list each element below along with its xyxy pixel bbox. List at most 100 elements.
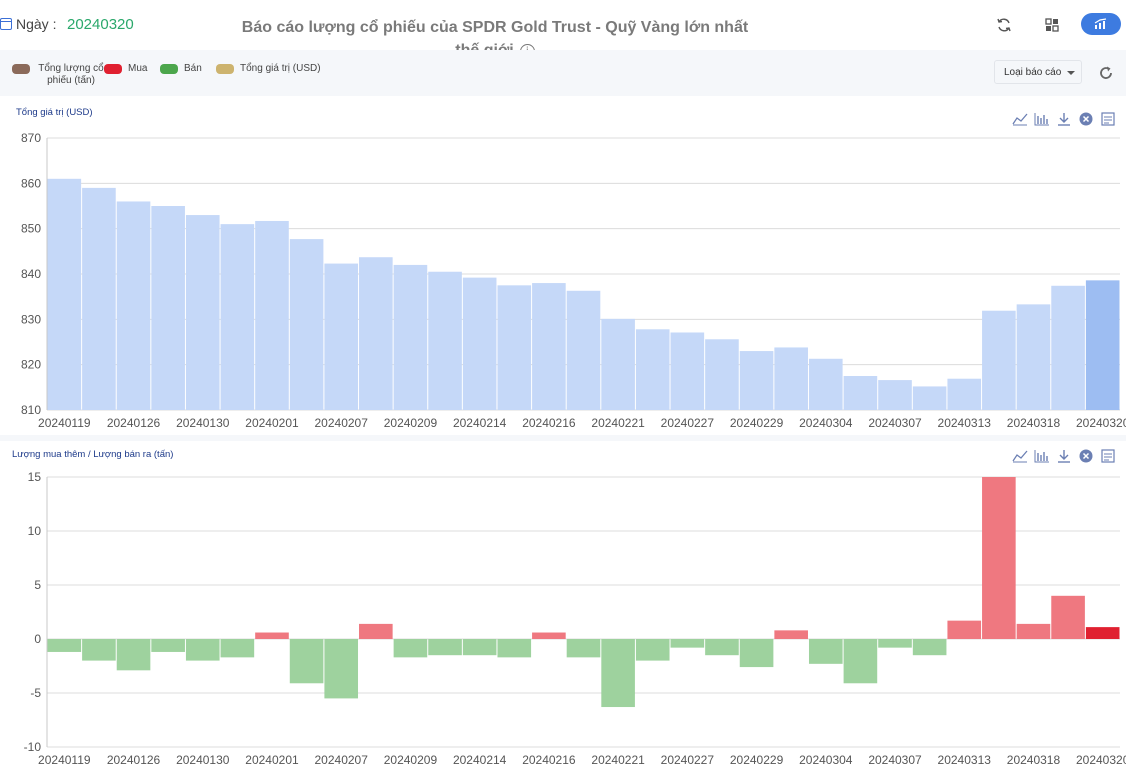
grid-icon[interactable]: [1041, 14, 1063, 36]
y-tick-label: 5: [34, 578, 41, 592]
legend-item-buy[interactable]: Mua: [104, 63, 147, 75]
bar-20240301[interactable]: [774, 630, 808, 639]
y-tick-label: -5: [30, 686, 41, 700]
chevron-down-icon: [1067, 71, 1075, 75]
bar-20240313[interactable]: [947, 620, 982, 639]
bar-20240305[interactable]: [843, 639, 878, 684]
bar-20240227[interactable]: [670, 639, 705, 648]
bar-20240216[interactable]: [532, 632, 566, 639]
x-tick-label: 20240207: [315, 416, 369, 430]
bar-20240308[interactable]: [912, 386, 947, 410]
bar-20240131[interactable]: [220, 639, 255, 658]
bar-chart-icon[interactable]: [1034, 111, 1050, 127]
bar-20240221[interactable]: [601, 318, 635, 410]
bar-20240216[interactable]: [532, 283, 566, 410]
bar-20240319[interactable]: [1051, 285, 1085, 410]
bar-20240126[interactable]: [116, 639, 151, 671]
x-tick-label: 20240130: [176, 416, 230, 430]
bar-20240320[interactable]: [1085, 627, 1120, 639]
bar-20240126[interactable]: [116, 201, 151, 410]
bar-20240307[interactable]: [878, 380, 912, 410]
bar-20240130[interactable]: [185, 215, 220, 410]
bar-20240215[interactable]: [497, 285, 532, 410]
bar-20240207[interactable]: [324, 639, 359, 699]
chart-view-button[interactable]: [1081, 13, 1121, 35]
bar-20240320[interactable]: [1085, 280, 1120, 410]
x-tick-label: 20240307: [868, 416, 922, 430]
bar-20240201[interactable]: [255, 632, 289, 639]
line-chart-icon[interactable]: [1012, 448, 1028, 464]
bar-20240206[interactable]: [289, 639, 324, 684]
report-type-select-value: Loại báo cáo: [1004, 67, 1062, 78]
bar-20240130[interactable]: [185, 639, 220, 661]
bar-20240119[interactable]: [47, 178, 82, 410]
y-tick-label: 860: [21, 176, 41, 190]
legend-item-total-shares[interactable]: Tổng lượng cổ phiếu (tấn): [12, 63, 106, 87]
bar-20240223[interactable]: [635, 329, 670, 410]
bar-20240119[interactable]: [47, 639, 82, 652]
bar-20240319[interactable]: [1051, 595, 1085, 639]
bar-20240313[interactable]: [947, 378, 982, 410]
bar-20240208[interactable]: [359, 623, 393, 639]
bar-20240229[interactable]: [739, 351, 774, 410]
y-tick-label: 10: [28, 524, 42, 538]
bar-20240122[interactable]: [82, 639, 116, 661]
bar-20240122[interactable]: [82, 187, 116, 410]
bar-20240220[interactable]: [566, 639, 601, 658]
close-icon[interactable]: [1078, 111, 1094, 127]
y-tick-label: 850: [21, 222, 41, 236]
legend-item-sell[interactable]: Bán: [160, 63, 202, 75]
refresh-icon[interactable]: [993, 14, 1015, 36]
bar-20240318[interactable]: [1016, 623, 1051, 639]
bar-20240304[interactable]: [808, 639, 843, 664]
bar-20240214[interactable]: [462, 639, 497, 656]
date-picker-value[interactable]: 20240320: [67, 16, 134, 33]
legend-item-total-value[interactable]: Tổng giá trị (USD): [216, 63, 321, 75]
close-icon[interactable]: [1078, 448, 1094, 464]
bar-20240318[interactable]: [1016, 304, 1051, 410]
data-view-icon[interactable]: [1100, 448, 1116, 464]
y-tick-label: 810: [21, 403, 41, 417]
bar-20240213[interactable]: [428, 639, 462, 656]
bar-20240227[interactable]: [670, 332, 705, 410]
x-tick-label: 20240313: [938, 416, 992, 430]
bar-20240208[interactable]: [359, 257, 393, 410]
bar-20240314[interactable]: [982, 310, 1016, 410]
x-tick-label: 20240221: [591, 416, 645, 430]
bar-20240221[interactable]: [601, 639, 635, 708]
reload-icon[interactable]: [1097, 64, 1115, 82]
bar-20240229[interactable]: [739, 639, 774, 668]
line-chart-icon[interactable]: [1012, 111, 1028, 127]
bar-20240131[interactable]: [220, 224, 255, 410]
bar-20240314[interactable]: [982, 477, 1016, 639]
bar-20240207[interactable]: [324, 263, 359, 410]
data-view-icon[interactable]: [1100, 111, 1116, 127]
x-tick-label: 20240214: [453, 416, 507, 430]
bar-20240209[interactable]: [393, 639, 428, 658]
bar-20240304[interactable]: [808, 358, 843, 410]
bar-20240215[interactable]: [497, 639, 532, 658]
bar-20240305[interactable]: [843, 376, 878, 410]
bar-20240209[interactable]: [393, 264, 428, 410]
legend-swatch: [12, 64, 30, 74]
bar-20240201[interactable]: [255, 220, 289, 410]
bar-20240206[interactable]: [289, 239, 324, 410]
bar-20240223[interactable]: [635, 639, 670, 661]
bar-20240228[interactable]: [705, 339, 739, 410]
download-icon[interactable]: [1056, 448, 1072, 464]
report-type-select[interactable]: Loại báo cáo: [994, 60, 1082, 84]
bar-20240301[interactable]: [774, 347, 808, 410]
bar-20240213[interactable]: [428, 271, 462, 410]
bar-20240308[interactable]: [912, 639, 947, 656]
download-icon[interactable]: [1056, 111, 1072, 127]
x-tick-label: 20240119: [38, 753, 91, 767]
bar-chart-icon[interactable]: [1034, 448, 1050, 464]
bar-20240129[interactable]: [151, 206, 185, 410]
bar-20240228[interactable]: [705, 639, 739, 656]
bar-20240220[interactable]: [566, 290, 601, 410]
bar-20240307[interactable]: [878, 639, 912, 648]
bar-20240214[interactable]: [462, 277, 497, 410]
bar-20240129[interactable]: [151, 639, 185, 652]
x-tick-label: 20240130: [176, 753, 230, 767]
x-tick-label: 20240304: [799, 416, 853, 430]
